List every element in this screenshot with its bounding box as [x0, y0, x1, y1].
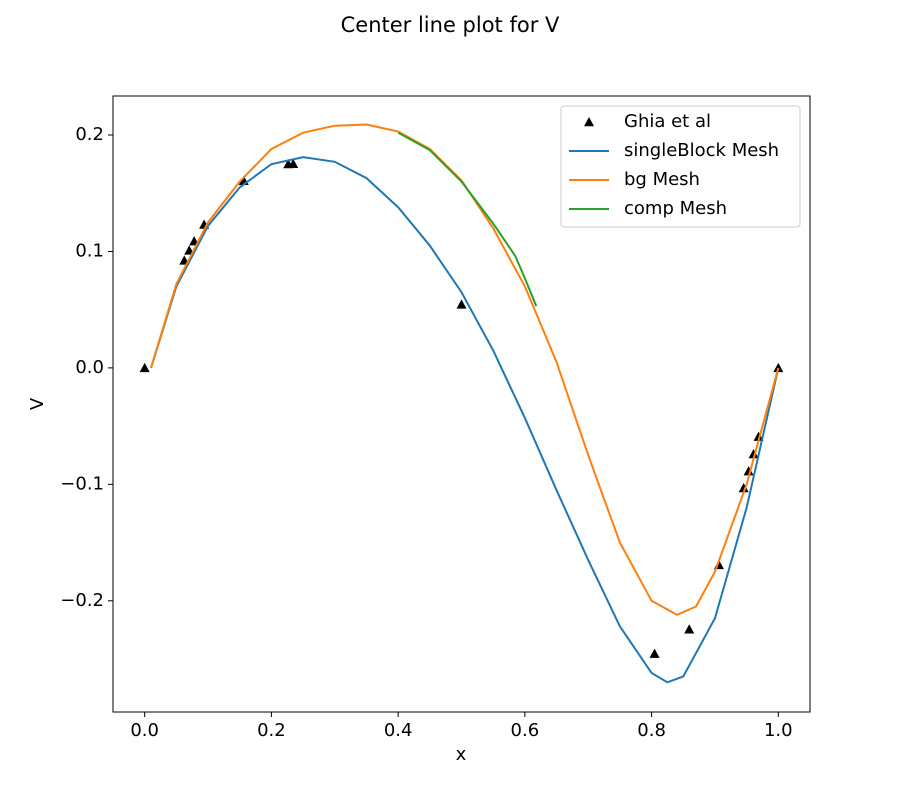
- line: [150, 156, 780, 684]
- y-tick-label: 0.2: [75, 124, 104, 145]
- marker: [743, 466, 754, 476]
- line: [150, 123, 780, 616]
- axes-frame: [112, 95, 811, 713]
- y-axis-label: V: [27, 397, 48, 410]
- line: [397, 131, 538, 307]
- legend-label: comp Mesh: [624, 198, 727, 219]
- marker: [773, 362, 784, 373]
- marker: [753, 431, 764, 441]
- marker: [748, 448, 759, 459]
- x-tick-label: 0.2: [257, 720, 286, 741]
- legend-label: bg Mesh: [624, 169, 700, 190]
- y-tick-label: −0.1: [60, 473, 104, 494]
- x-tick-label: 0.8: [637, 720, 666, 741]
- plot-area: [139, 123, 784, 684]
- marker: [649, 648, 660, 658]
- legend-box: [560, 105, 801, 228]
- legend-marker: [584, 117, 594, 127]
- legend-label: Ghia et al: [624, 111, 711, 132]
- x-tick-label: 1.0: [764, 720, 793, 741]
- chart-title: Center line plot for V: [341, 13, 560, 37]
- x-tick-label: 0.6: [511, 720, 540, 741]
- x-tick-label: 0.0: [130, 720, 159, 741]
- x-tick-label: 0.4: [384, 720, 413, 741]
- marker: [456, 299, 467, 309]
- y-tick-label: −0.2: [60, 590, 104, 611]
- y-tick-label: 0.0: [75, 357, 104, 378]
- marker: [738, 482, 749, 493]
- marker: [139, 362, 150, 373]
- marker: [283, 159, 294, 169]
- marker: [684, 624, 695, 634]
- x-axis-label: x: [456, 744, 467, 765]
- y-tick-label: 0.1: [75, 240, 104, 261]
- legend-label: singleBlock Mesh: [624, 140, 779, 161]
